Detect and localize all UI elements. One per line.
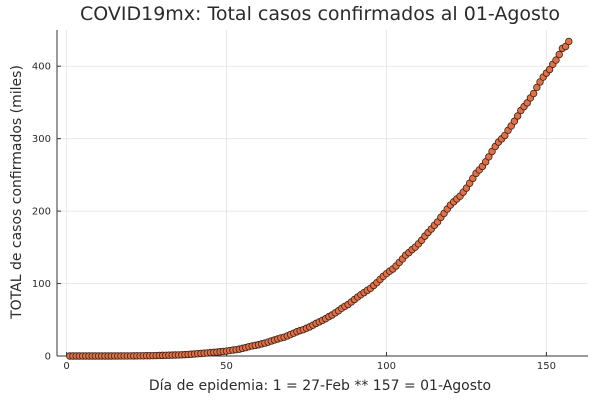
- axes: [56, 30, 588, 357]
- y-tick-label: 400: [32, 62, 51, 73]
- x-tick-label: 150: [537, 361, 556, 372]
- x-tick-label: 100: [377, 361, 396, 372]
- y-axis-label: TOTAL de casos confirmados (miles): [9, 65, 25, 320]
- chart-title: COVID19mx: Total casos confirmados al 01…: [80, 3, 560, 25]
- y-tick-label: 0: [45, 352, 51, 363]
- data-point: [529, 89, 538, 98]
- data-point: [565, 37, 573, 46]
- data-point: [485, 153, 493, 161]
- data-point: [545, 65, 554, 74]
- y-tick-label: 300: [32, 134, 51, 145]
- data-point: [513, 112, 522, 120]
- y-tick-label: 100: [32, 279, 51, 290]
- data-point: [552, 56, 560, 64]
- data-point: [555, 50, 563, 59]
- data-point: [510, 117, 519, 125]
- y-tick-label: 200: [32, 207, 51, 218]
- y-ticks: 0 100 200 300 400: [32, 62, 61, 363]
- x-tick-label: 0: [63, 361, 69, 372]
- grid: [57, 30, 588, 357]
- x-tick-label: 50: [220, 361, 233, 372]
- data-point: [533, 83, 541, 92]
- data-points: [66, 37, 573, 360]
- x-axis-label: Día de epidemia: 1 = 27-Feb ** 157 = 01-…: [149, 378, 491, 394]
